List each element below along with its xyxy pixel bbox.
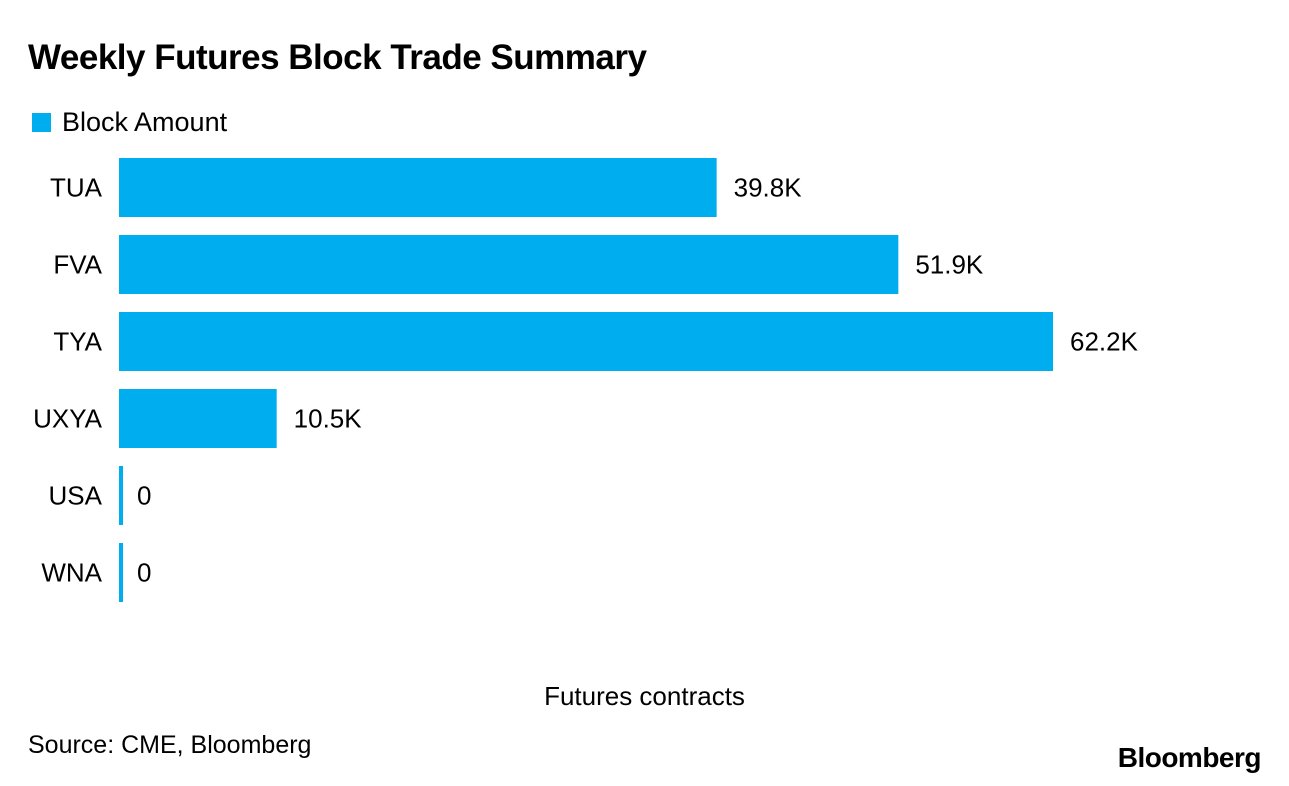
category-label: USA (49, 481, 103, 511)
category-label: WNA (41, 558, 102, 588)
chart-title: Weekly Futures Block Trade Summary (28, 38, 647, 77)
category-label: FVA (53, 250, 102, 280)
value-label: 39.8K (734, 173, 803, 203)
category-label: TUA (50, 173, 103, 203)
bar-wna (119, 543, 123, 602)
category-label: UXYA (33, 404, 103, 434)
bar-tua (119, 158, 717, 217)
value-label: 62.2K (1070, 327, 1139, 357)
bar-fva (119, 235, 899, 294)
x-axis-label: Futures contracts (544, 681, 745, 711)
bar-tya (119, 312, 1053, 371)
value-label: 0 (137, 481, 151, 511)
bar-usa (119, 466, 123, 525)
bloomberg-logo: Bloomberg (1117, 742, 1262, 773)
value-label: 51.9K (915, 250, 984, 280)
legend-label: Block Amount (62, 106, 228, 137)
legend-swatch (32, 112, 51, 132)
legend: Block Amount (32, 106, 227, 138)
source-note: Source: CME, Bloomberg (28, 731, 312, 759)
category-label: TYA (53, 327, 102, 357)
bar-uxya (119, 389, 277, 448)
value-label: 0 (137, 558, 151, 588)
value-label: 10.5K (294, 404, 363, 434)
